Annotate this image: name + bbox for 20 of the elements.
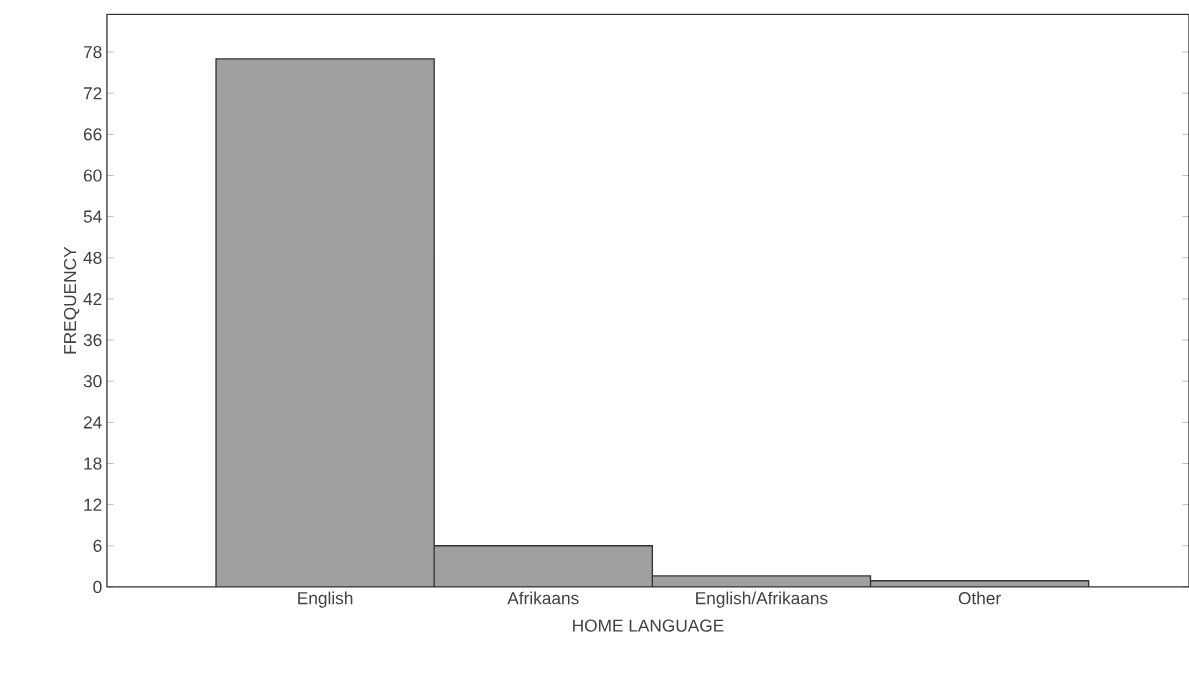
x-tick-label: English [298, 591, 353, 608]
x-tick-label: Afrikaans [507, 591, 579, 605]
y-tick-label: 36 [83, 334, 102, 347]
x-tick-label: Other [958, 591, 1001, 605]
y-tick-label: 48 [83, 251, 102, 265]
x-tick-label: English/Afrikaans [696, 591, 828, 608]
y-tick-label: 24 [83, 416, 102, 429]
y-tick-label: 66 [83, 128, 102, 141]
y-tick-label: 72 [83, 87, 102, 100]
y-tick-label: 6 [93, 539, 102, 553]
y-tick-label: 60 [83, 169, 102, 182]
y-tick-label: 12 [84, 498, 102, 511]
y-tick-label: 0 [93, 580, 102, 594]
y-tick-label: 54 [83, 210, 102, 223]
y-tick-label: 42 [83, 293, 102, 306]
y-tick-label: 78 [83, 46, 102, 59]
x-axis-title: HOME LANGUAGE [573, 619, 724, 632]
y-tick-label: 30 [83, 375, 102, 388]
y-axis-title: FREQUENCY [63, 246, 80, 354]
y-tick-label: 18 [84, 457, 102, 470]
